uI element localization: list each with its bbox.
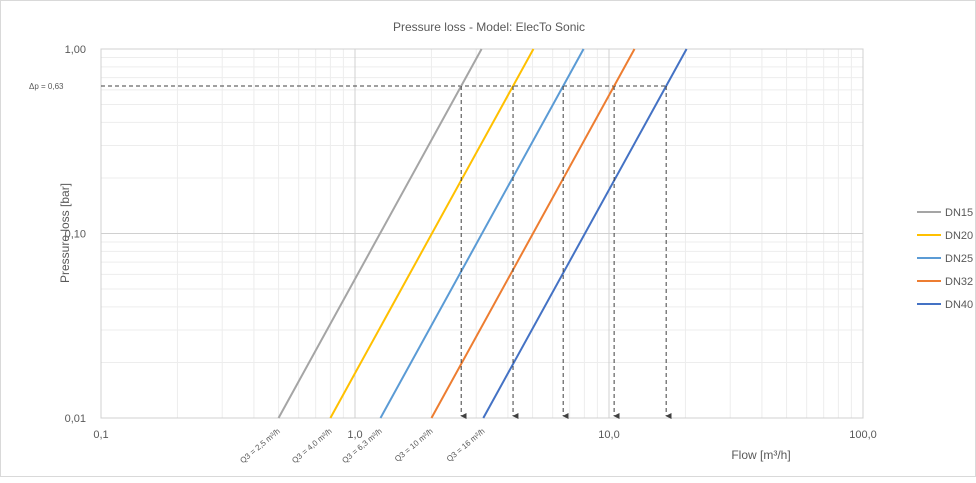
series-line-dn20 bbox=[329, 48, 535, 419]
series-line-dn32 bbox=[430, 48, 636, 419]
y-tick-label: 0,01 bbox=[65, 413, 86, 425]
legend-label-dn25: DN25 bbox=[945, 253, 973, 265]
q3-label: Q3 = 2,5 m³/h bbox=[238, 427, 281, 465]
reference-label: Δp = 0,63 bbox=[29, 82, 64, 91]
q3-label: Q3 = 10 m³/h bbox=[393, 427, 435, 464]
legend-label-dn20: DN20 bbox=[945, 230, 973, 242]
x-tick-label: 1,0 bbox=[347, 429, 362, 441]
series-line-dn15 bbox=[277, 48, 483, 419]
x-tick-label: 0,1 bbox=[93, 429, 108, 441]
q3-label: Q3 = 16 m³/h bbox=[445, 427, 487, 464]
x-tick-label: 100,0 bbox=[849, 429, 877, 441]
series-line-dn40 bbox=[482, 48, 688, 419]
x-tick-label: 10,0 bbox=[598, 429, 619, 441]
plot-area bbox=[100, 48, 864, 419]
legend-label-dn15: DN15 bbox=[945, 207, 973, 219]
series-line-dn25 bbox=[379, 48, 585, 419]
y-tick-label: 1,00 bbox=[65, 44, 86, 56]
legend-label-dn32: DN32 bbox=[945, 276, 973, 288]
y-axis-label: Pressure loss [bar] bbox=[58, 183, 72, 283]
chart-title: Pressure loss - Model: ElecTo Sonic bbox=[393, 20, 585, 34]
y-tick-label: 0,10 bbox=[65, 229, 86, 241]
x-axis-label: Flow [m³/h] bbox=[731, 448, 790, 462]
q3-label: Q3 = 4,0 m³/h bbox=[290, 427, 333, 465]
legend-label-dn40: DN40 bbox=[945, 299, 973, 311]
